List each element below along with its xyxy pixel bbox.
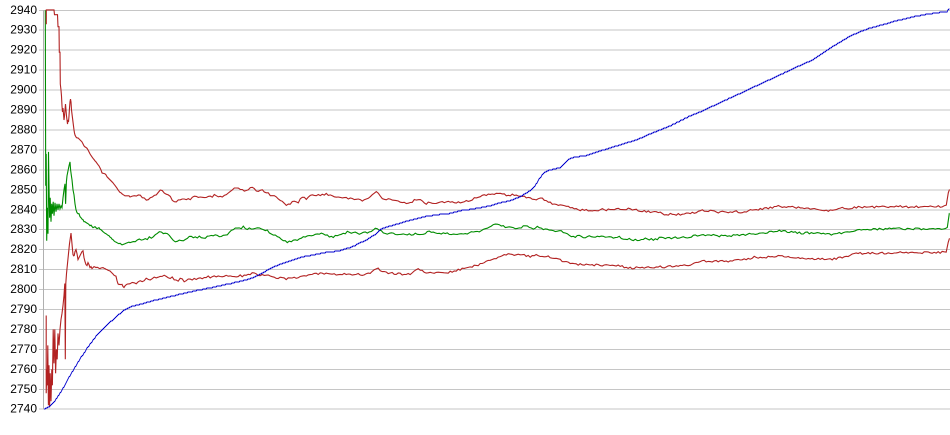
svg-text:2830: 2830 bbox=[10, 222, 37, 236]
svg-text:2880: 2880 bbox=[10, 123, 37, 137]
svg-text:2770: 2770 bbox=[10, 342, 37, 356]
svg-text:2910: 2910 bbox=[10, 63, 37, 77]
svg-text:2890: 2890 bbox=[10, 103, 37, 117]
svg-text:2920: 2920 bbox=[10, 43, 37, 57]
svg-text:2790: 2790 bbox=[10, 302, 37, 316]
svg-text:2930: 2930 bbox=[10, 23, 37, 37]
svg-text:2850: 2850 bbox=[10, 182, 37, 196]
svg-text:2840: 2840 bbox=[10, 202, 37, 216]
svg-text:2860: 2860 bbox=[10, 162, 37, 176]
svg-text:2940: 2940 bbox=[10, 3, 37, 17]
svg-text:2900: 2900 bbox=[10, 83, 37, 97]
svg-text:2750: 2750 bbox=[10, 382, 37, 396]
svg-text:2810: 2810 bbox=[10, 262, 37, 276]
svg-text:2760: 2760 bbox=[10, 362, 37, 376]
svg-text:2780: 2780 bbox=[10, 322, 37, 336]
svg-text:2870: 2870 bbox=[10, 142, 37, 156]
svg-text:2740: 2740 bbox=[10, 402, 37, 416]
svg-text:2800: 2800 bbox=[10, 282, 37, 296]
svg-text:2820: 2820 bbox=[10, 242, 37, 256]
